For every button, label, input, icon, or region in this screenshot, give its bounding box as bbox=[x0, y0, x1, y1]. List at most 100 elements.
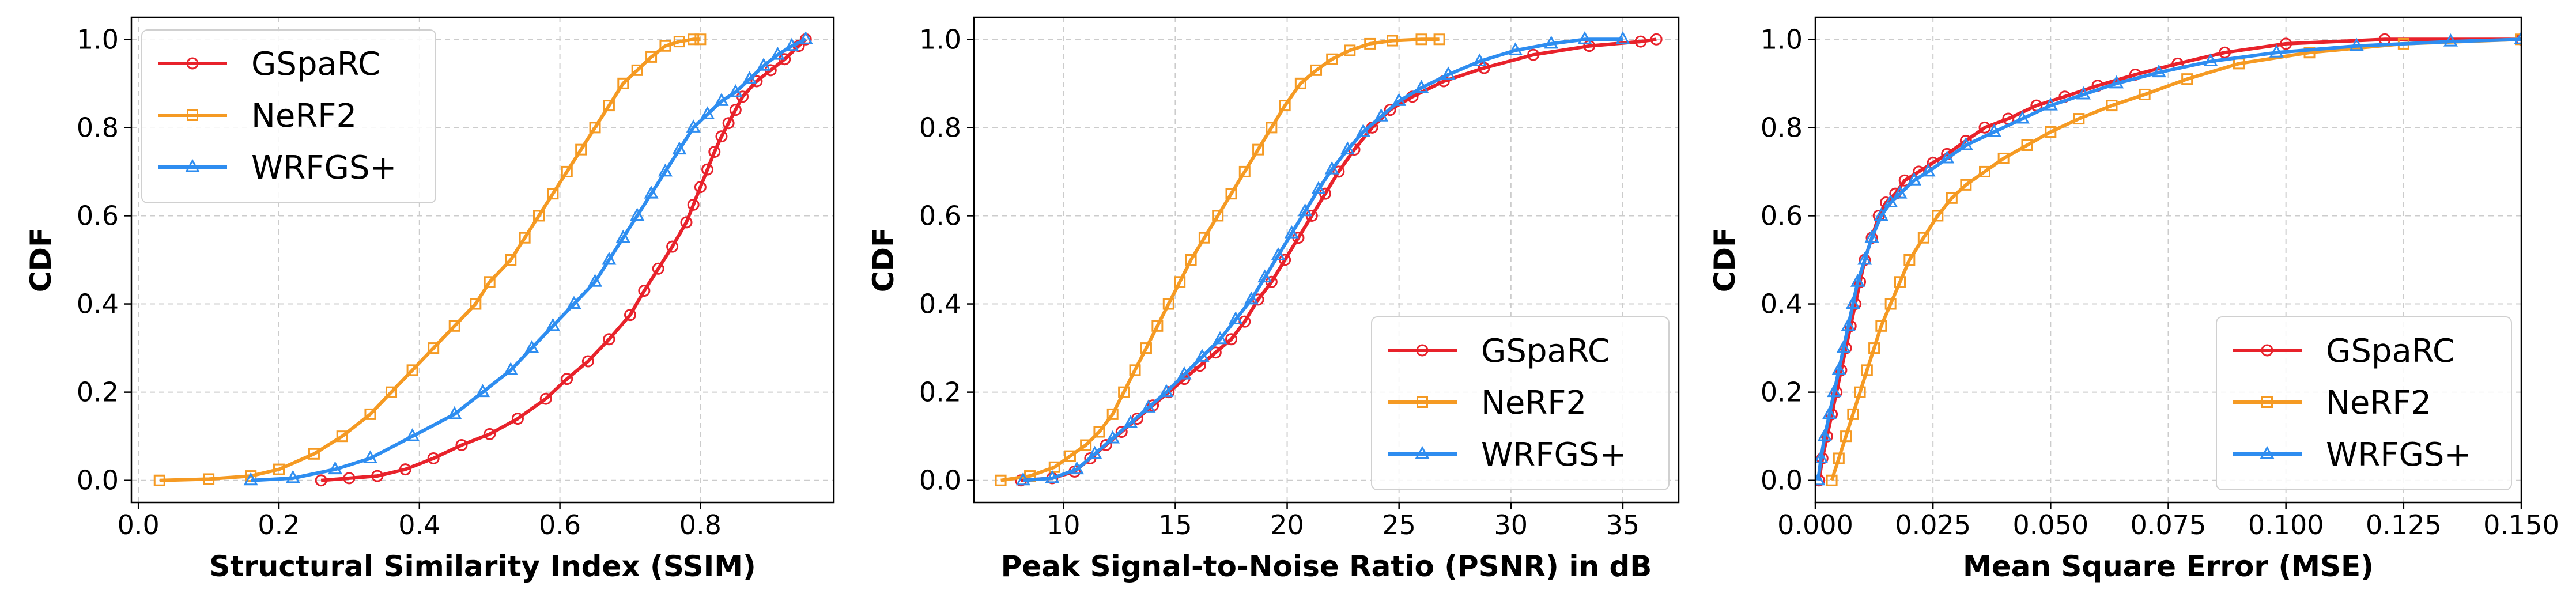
data-point-wrfgs bbox=[798, 31, 813, 44]
data-point-wrfgs bbox=[1836, 340, 1851, 353]
data-point-gsparc bbox=[1115, 426, 1128, 438]
x-tick-label: 0.8 bbox=[679, 509, 722, 540]
data-point-nerf2 bbox=[1212, 210, 1224, 222]
data-point-wrfgs bbox=[1815, 450, 1829, 463]
data-point-wrfgs bbox=[658, 163, 673, 177]
data-point-nerf2 bbox=[1854, 386, 1866, 398]
y-tick-label: 0.0 bbox=[1761, 465, 1803, 496]
data-point-wrfgs bbox=[1213, 331, 1227, 345]
data-point-nerf2 bbox=[617, 77, 629, 89]
data-point-gsparc bbox=[750, 75, 763, 88]
data-point-nerf2 bbox=[1997, 152, 2010, 164]
data-point-gsparc bbox=[652, 262, 664, 275]
legend-entry-gsparc: GSpaRC bbox=[2233, 332, 2455, 370]
data-point-nerf2 bbox=[1960, 179, 1972, 191]
data-point-gsparc bbox=[1978, 121, 1991, 134]
data-point-wrfgs bbox=[362, 450, 378, 463]
data-point-gsparc bbox=[455, 438, 468, 451]
data-point-nerf2 bbox=[645, 51, 658, 63]
data-point-nerf2 bbox=[153, 474, 165, 486]
data-point-wrfgs bbox=[615, 229, 630, 243]
x-tick-label: 0.050 bbox=[2012, 509, 2088, 540]
legend-label-gsparc: GSpaRC bbox=[1481, 332, 1610, 370]
data-point-gsparc bbox=[624, 309, 636, 322]
plot-area bbox=[995, 31, 1663, 487]
y-tick-label: 0.8 bbox=[1761, 112, 1803, 143]
x-tick-label: 0.0 bbox=[118, 509, 160, 540]
legend-marker-nerf2 bbox=[2261, 396, 2273, 408]
data-point-gsparc bbox=[427, 452, 440, 464]
data-point-nerf2 bbox=[1266, 122, 1278, 134]
data-point-wrfgs bbox=[728, 84, 743, 97]
data-point-nerf2 bbox=[1932, 210, 1944, 222]
data-point-gsparc bbox=[715, 130, 728, 143]
data-point-nerf2 bbox=[273, 463, 285, 475]
data-point-nerf2 bbox=[519, 232, 531, 244]
data-point-nerf2 bbox=[1238, 165, 1251, 177]
data-point-nerf2 bbox=[533, 210, 545, 222]
data-point-wrfgs bbox=[1177, 366, 1192, 380]
data-point-nerf2 bbox=[561, 165, 573, 177]
data-point-wrfgs bbox=[1857, 251, 1872, 265]
data-point-gsparc bbox=[581, 355, 594, 368]
data-point-nerf2 bbox=[589, 122, 601, 134]
legend-entry-wrfgs: WRFGS+ bbox=[158, 149, 396, 187]
data-point-wrfgs bbox=[285, 470, 300, 483]
series-line-gsparc bbox=[1817, 37, 2521, 481]
legend-entry-gsparc: GSpaRC bbox=[158, 46, 380, 83]
data-point-gsparc bbox=[399, 463, 411, 476]
data-point-gsparc bbox=[1332, 165, 1345, 178]
data-point-wrfgs bbox=[1298, 203, 1313, 217]
data-point-wrfgs bbox=[1893, 186, 1908, 199]
data-point-gsparc bbox=[1100, 438, 1112, 451]
series-line-nerf2 bbox=[1830, 37, 2521, 481]
series-wrfgs bbox=[1015, 31, 1630, 486]
x-tick-label: 30 bbox=[1494, 509, 1528, 540]
y-tick-label: 0.2 bbox=[1761, 377, 1803, 408]
data-point-wrfgs bbox=[686, 119, 701, 133]
data-point-nerf2 bbox=[1225, 188, 1237, 200]
data-point-nerf2 bbox=[1118, 386, 1130, 398]
data-point-wrfgs bbox=[2269, 44, 2284, 58]
data-point-wrfgs bbox=[1940, 150, 1955, 164]
data-point-nerf2 bbox=[448, 320, 460, 332]
legend-marker-wrfgs bbox=[185, 158, 200, 172]
data-point-nerf2 bbox=[1903, 254, 1916, 266]
y-tick-label: 0.8 bbox=[919, 112, 961, 143]
data-point-gsparc bbox=[1225, 333, 1237, 346]
plot-area bbox=[153, 31, 813, 487]
data-point-gsparc bbox=[484, 428, 496, 440]
x-tick-label: 0.100 bbox=[2248, 509, 2324, 540]
data-point-nerf2 bbox=[1946, 192, 1958, 204]
data-point-wrfgs bbox=[2109, 75, 2124, 89]
data-point-wrfgs bbox=[2015, 110, 2030, 124]
data-point-gsparc bbox=[1384, 104, 1396, 116]
data-point-nerf2 bbox=[631, 64, 643, 76]
data-point-nerf2 bbox=[1344, 44, 1356, 56]
data-point-wrfgs bbox=[1845, 296, 1860, 309]
legend-entry-nerf2: NeRF2 bbox=[158, 97, 357, 135]
data-point-wrfgs bbox=[714, 93, 729, 106]
x-tick-label: 35 bbox=[1606, 509, 1640, 540]
legend-label-gsparc: GSpaRC bbox=[2326, 332, 2455, 370]
legend-label-wrfgs: WRFGS+ bbox=[251, 149, 396, 187]
data-point-wrfgs bbox=[644, 186, 659, 199]
x-tick-label: 0.025 bbox=[1895, 509, 1971, 540]
data-point-gsparc bbox=[371, 470, 384, 482]
x-tick-label: 0.2 bbox=[258, 509, 300, 540]
data-point-wrfgs bbox=[405, 428, 420, 441]
legend-label-nerf2: NeRF2 bbox=[251, 97, 357, 135]
data-point-nerf2 bbox=[995, 474, 1007, 486]
plot-area bbox=[1815, 31, 2521, 487]
data-point-nerf2 bbox=[484, 276, 496, 288]
data-point-nerf2 bbox=[1185, 254, 1197, 266]
data-point-wrfgs bbox=[1392, 93, 1407, 106]
legend-entry-gsparc: GSpaRC bbox=[1388, 332, 1610, 370]
data-point-wrfgs bbox=[1015, 472, 1030, 486]
y-tick-label: 0.2 bbox=[919, 377, 961, 408]
data-point-wrfgs bbox=[2514, 31, 2521, 44]
data-point-nerf2 bbox=[428, 342, 440, 354]
data-point-wrfgs bbox=[742, 71, 757, 84]
data-point-nerf2 bbox=[2073, 113, 2085, 125]
legend-marker-gsparc bbox=[1416, 344, 1429, 357]
